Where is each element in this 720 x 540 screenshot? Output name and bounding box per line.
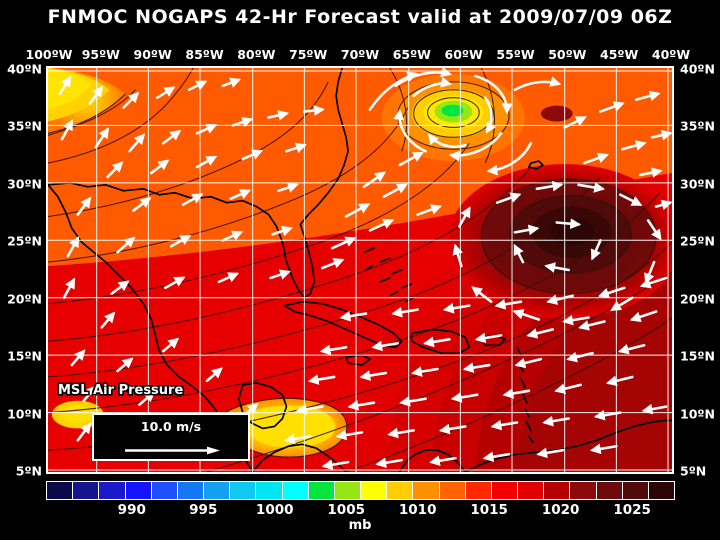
colorbar-tick-label: 1015 [470, 502, 508, 518]
lat-tick-label-left: 30ºN [7, 176, 42, 192]
colorbar-unit-label: mb [348, 518, 372, 533]
colorbar-swatch[interactable] [544, 482, 571, 499]
lat-tick-label-right: 20ºN [680, 291, 715, 307]
colorbar-swatch[interactable] [570, 482, 597, 499]
colorbar-swatch[interactable] [361, 482, 388, 499]
page-title: FNMOC NOGAPS 42-Hr Forecast valid at 200… [47, 6, 673, 28]
colorbar-swatch[interactable] [413, 482, 440, 499]
colorbar-swatch[interactable] [596, 482, 623, 499]
lon-tick-label: 45ºW [600, 47, 639, 62]
colorbar-swatch[interactable] [308, 482, 335, 499]
colorbar-tick-label: 995 [189, 502, 218, 518]
lat-tick-label-right: 5ºN [680, 463, 707, 479]
lon-tick-label: 60ºW [444, 47, 483, 62]
lon-tick-label: 55ºW [496, 47, 535, 62]
colorbar-swatch[interactable] [334, 482, 362, 499]
colorbar-swatch[interactable] [177, 482, 205, 499]
lon-tick-label: 85ºW [185, 47, 224, 62]
lat-tick-label-right: 35ºN [680, 118, 715, 134]
colorbar-swatch[interactable] [465, 482, 492, 499]
wind-vectors [58, 68, 672, 471]
colorbar-swatch[interactable] [439, 482, 466, 499]
colorbar-swatch[interactable] [387, 482, 414, 499]
colorbar-swatch[interactable] [47, 482, 74, 499]
field-label: MSL Air Pressure [58, 383, 184, 398]
pressure-colorbar[interactable] [46, 481, 675, 500]
lon-tick-label: 65ºW [392, 47, 431, 62]
colorbar-tick-label: 1020 [541, 502, 580, 518]
colorbar-swatch[interactable] [648, 482, 675, 499]
lat-tick-label-left: 25ºN [7, 233, 42, 249]
lat-tick-label-left: 15ºN [7, 348, 42, 364]
lon-tick-label: 100ºW [25, 47, 73, 62]
colorbar-tick-label: 1000 [255, 502, 294, 518]
colorbar-swatch[interactable] [230, 482, 257, 499]
longitude-axis-top: 100ºW 95ºW 90ºW 85ºW 80ºW 75ºW 70ºW 65ºW 60ºW 55º… [0, 47, 720, 63]
colorbar-swatch[interactable] [204, 482, 231, 499]
lat-tick-label-left: 20ºN [7, 291, 42, 307]
lon-tick-label: 40ºW [651, 47, 691, 62]
lat-tick-label-right: 25ºN [680, 233, 715, 249]
colorbar-tick-labels: 990 995 1000 1005 1010 1015 1020 1025 [0, 502, 720, 520]
lat-tick-label-left: 35ºN [7, 118, 42, 134]
colorbar-tick-label: 990 [117, 502, 146, 518]
colorbar-swatch[interactable] [151, 482, 178, 499]
colorbar-swatch[interactable] [282, 482, 309, 499]
graticule [48, 68, 672, 472]
colorbar-tick-label: 1005 [327, 502, 365, 518]
colorbar-tick-label: 1025 [613, 502, 651, 518]
lat-tick-label-right: 30ºN [680, 176, 715, 192]
reference-wind-arrow-icon [125, 446, 220, 455]
lat-tick-label-right: 40ºN [680, 61, 715, 77]
lat-tick-label-left: 40ºN [7, 61, 42, 77]
colorbar-swatch[interactable] [99, 482, 126, 499]
lon-tick-label: 80ºW [237, 47, 276, 62]
lon-tick-label: 70ºW [340, 47, 380, 62]
lat-tick-label-left: 10ºN [7, 406, 42, 422]
colorbar-swatch[interactable] [73, 482, 100, 499]
lon-tick-label: 90ºW [133, 47, 172, 62]
lat-tick-label-right: 15ºN [680, 348, 715, 364]
map-plot-area[interactable]: MSL Air Pressure 10.0 m/s [46, 66, 674, 474]
colorbar-swatch[interactable] [256, 482, 283, 499]
colorbar-swatch[interactable] [622, 482, 649, 499]
pressure-field [48, 68, 672, 472]
colorbar-swatch[interactable] [491, 482, 519, 499]
lat-tick-label-left: 5ºN [15, 463, 42, 479]
lon-tick-label: 50ºW [548, 47, 587, 62]
lon-tick-label: 95ºW [81, 47, 120, 62]
lon-tick-label: 75ºW [289, 47, 328, 62]
colorbar-tick-label: 1010 [398, 502, 437, 518]
map-canvas [48, 68, 672, 472]
colorbar-swatch[interactable] [125, 482, 152, 499]
wind-scale-label: 10.0 m/s [140, 419, 202, 434]
lat-tick-label-right: 10ºN [680, 406, 715, 422]
colorbar-swatch[interactable] [518, 482, 545, 499]
wind-scale-legend: 10.0 m/s [92, 413, 250, 461]
